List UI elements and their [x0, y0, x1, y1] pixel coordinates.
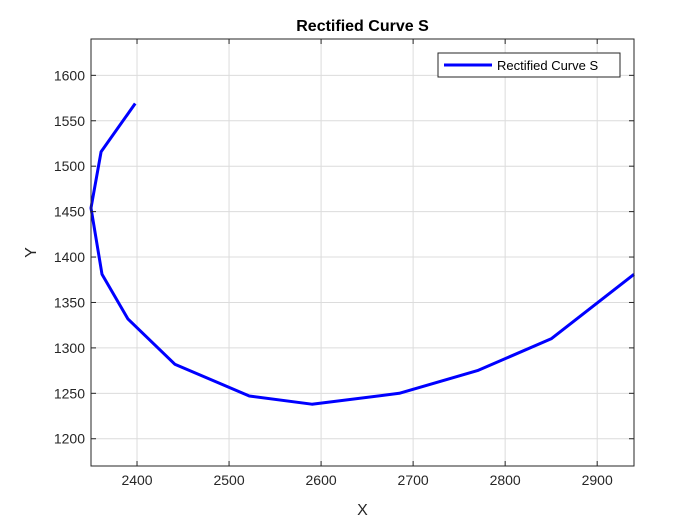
- y-tick-label: 1450: [54, 204, 85, 220]
- x-tick-label: 2800: [490, 472, 521, 488]
- y-tick-label: 1550: [54, 113, 85, 129]
- chart-title: Rectified Curve S: [296, 18, 429, 35]
- series-group: [89, 102, 635, 406]
- axes-box: [90, 38, 635, 467]
- x-tick-label: 2400: [121, 472, 152, 488]
- y-tick-label: 1600: [54, 67, 85, 83]
- y-tick-label: 1500: [54, 158, 85, 174]
- x-tick-label: 2900: [582, 472, 613, 488]
- x-tick-label: 2600: [306, 472, 337, 488]
- legend-box: [437, 52, 621, 78]
- ticks: 2400 2500 2600 2700 2800 2900 1200 1250 1300 1350…: [54, 39, 634, 488]
- x-axis-label: X: [357, 502, 368, 519]
- y-tick-label: 1200: [54, 431, 85, 447]
- legend: Rectified Curve S: [437, 52, 621, 78]
- y-tick-label: 1250: [54, 385, 85, 401]
- y-tick-label: 1350: [54, 294, 85, 310]
- x-tick-label: 2500: [213, 472, 244, 488]
- legend-entry-label: Rectified Curve S: [497, 58, 598, 73]
- x-tick-label: 2700: [398, 472, 429, 488]
- y-axis-label: Y: [23, 247, 40, 258]
- grid: [91, 39, 634, 466]
- series-line: [89, 102, 635, 406]
- y-tick-label: 1300: [54, 340, 85, 356]
- plot-area: [91, 39, 634, 466]
- y-tick-label: 1400: [54, 249, 85, 265]
